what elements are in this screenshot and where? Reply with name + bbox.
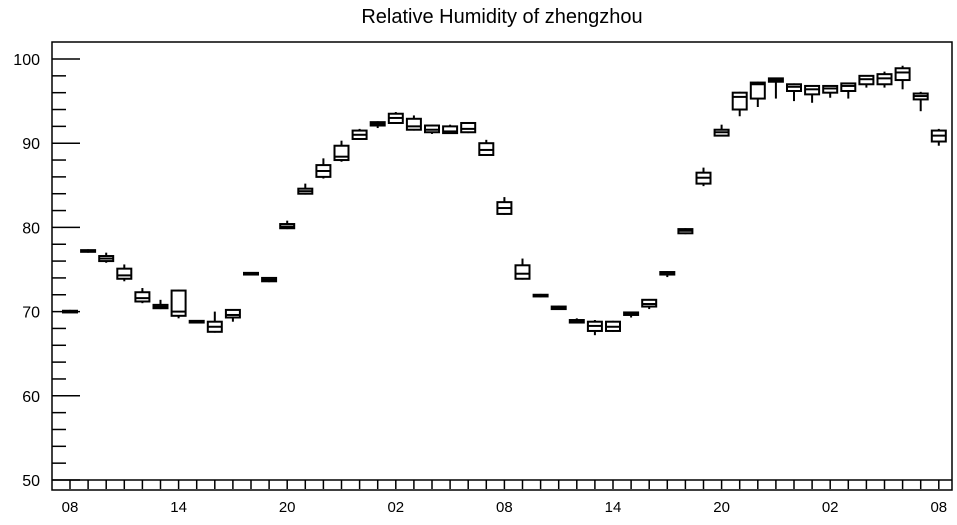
box-item — [152, 299, 169, 310]
x-tick-label: 08 — [496, 499, 513, 516]
box-item — [822, 84, 839, 98]
box-item — [98, 252, 115, 263]
box-rect — [116, 267, 133, 280]
box-item — [297, 183, 314, 195]
box-item — [188, 319, 205, 324]
x-tick-label: 14 — [605, 499, 622, 516]
box-item — [405, 115, 422, 131]
plot-frame — [51, 41, 953, 491]
box-item — [677, 228, 694, 235]
y-axis: 50 60 70 80 90 100 — [13, 52, 80, 490]
box-item — [912, 91, 929, 112]
box-rect — [514, 264, 531, 280]
x-tick-label: 08 — [62, 499, 79, 516]
box-series — [62, 65, 947, 336]
x-tick-label: 02 — [822, 499, 839, 516]
box-rect — [840, 82, 857, 92]
chart-title: Relative Humidity of zhengzhou — [361, 6, 642, 28]
box-rect — [442, 125, 459, 135]
box-item — [134, 288, 151, 304]
box-item — [623, 311, 640, 318]
box-item — [387, 112, 404, 124]
box-rect — [170, 289, 187, 317]
box-item — [116, 264, 133, 282]
box-rect — [134, 291, 151, 303]
box-item — [550, 305, 567, 311]
box-item — [605, 320, 621, 332]
box-item — [333, 140, 350, 162]
box-item — [804, 84, 821, 103]
y-tick-label: 90 — [22, 136, 40, 153]
box-item — [695, 167, 712, 187]
box-item — [767, 77, 784, 99]
box-item — [894, 65, 911, 90]
box-item — [876, 71, 893, 88]
box-rect — [224, 308, 241, 319]
box-item — [786, 83, 802, 102]
x-tick-label: 08 — [930, 499, 947, 516]
box-rect — [460, 121, 477, 134]
box-item — [460, 121, 477, 134]
box-rect — [405, 117, 422, 131]
box-item — [170, 289, 187, 319]
box-item — [315, 158, 332, 179]
box-rect — [333, 144, 350, 162]
box-item — [442, 124, 459, 135]
box-item — [62, 309, 78, 314]
box-item — [224, 308, 241, 322]
box-item — [731, 91, 748, 117]
box-item — [514, 258, 531, 280]
box-item — [641, 298, 658, 310]
box-rect — [731, 91, 748, 111]
y-tick-label: 70 — [22, 305, 40, 322]
box-item — [243, 271, 259, 276]
x-tick-label: 20 — [713, 499, 730, 516]
box-item — [749, 81, 766, 107]
x-tick-label: 02 — [387, 499, 404, 516]
y-tick-label: 80 — [22, 220, 40, 237]
box-item — [261, 276, 278, 283]
x-axis: 08 14 20 02 08 14 20 02 08 — [52, 479, 952, 516]
box-rect — [749, 81, 766, 100]
x-tick-label: 14 — [170, 499, 187, 516]
box-item — [206, 311, 223, 333]
box-item — [840, 82, 857, 99]
box-item — [80, 249, 97, 253]
box-item — [713, 124, 730, 137]
x-tick-label: 20 — [279, 499, 296, 516]
y-tick-label: 50 — [22, 473, 40, 490]
box-item — [496, 197, 513, 215]
box-item — [930, 128, 947, 146]
box-item — [659, 271, 676, 278]
box-item — [351, 128, 368, 140]
box-item — [532, 293, 549, 298]
box-item — [858, 74, 875, 88]
box-item — [478, 139, 495, 156]
y-tick-label: 60 — [22, 389, 40, 406]
box-item — [369, 121, 386, 129]
box-item — [586, 320, 603, 336]
box-item — [568, 318, 585, 324]
box-rect — [894, 67, 911, 82]
box-item — [279, 220, 296, 230]
y-tick-label: 100 — [13, 52, 40, 69]
box-item — [424, 124, 440, 134]
